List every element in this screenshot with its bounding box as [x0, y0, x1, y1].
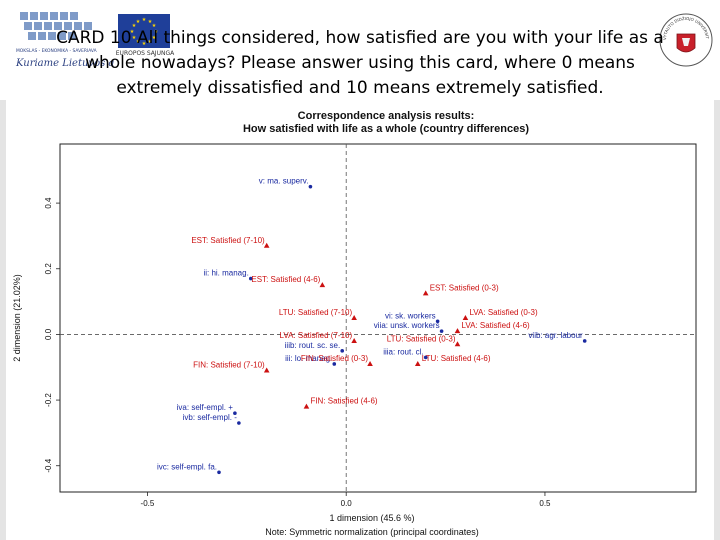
point-label: ii: hi. manag. [203, 269, 248, 278]
point-label: EST: Satisfied (0-3) [430, 283, 499, 292]
point-label: LVA: Satisfied (0-3) [469, 308, 538, 317]
y-tick-label: -0.2 [44, 393, 53, 407]
point-label: EST: Satisfied (7-10) [191, 236, 265, 245]
point-label: v: ma. superv. [259, 177, 309, 186]
svg-text:★: ★ [142, 17, 147, 23]
chart-subtitle: How satisfied with life as a whole (coun… [243, 123, 529, 135]
kuriame-lietuvos-ateiti-logo: MOKSLAS - EKONOMIKA - SAVERIAVA Kuriame … [15, 12, 114, 69]
y-tick-label: 0.0 [44, 328, 53, 340]
svg-text:★: ★ [148, 19, 153, 25]
eu-flag-icon: ★ ★ ★ ★ ★ ★ ★ ★ ★ ★ ★ ★ [118, 14, 170, 48]
point-label: iiia: rout. cl. [383, 347, 423, 356]
x-tick-label: -0.5 [141, 499, 155, 508]
dot-point [332, 362, 337, 366]
slide-header: MOKSLAS - EKONOMIKA - SAVERIAVA Kuriame … [0, 0, 720, 100]
point-label: vi: sk. workers [385, 311, 436, 320]
x-tick-label: 0.5 [539, 499, 551, 508]
logo-left-caption: MOKSLAS - EKONOMIKA - SAVERIAVA [16, 48, 97, 54]
triangle-point [454, 328, 461, 334]
y-axis-label: 2 dimension (21.02%) [12, 274, 22, 362]
triangle-point [351, 337, 357, 343]
triangle-point [263, 242, 270, 248]
svg-text:★: ★ [152, 35, 157, 41]
point-label: FIN: Satisfied (7-10) [193, 361, 265, 370]
point-label: LTU: Satisfied (4-6) [422, 354, 491, 363]
dot-point [217, 470, 221, 475]
triangle-point [422, 290, 429, 296]
y-tick-label: -0.4 [44, 458, 53, 472]
dot-point [423, 355, 428, 360]
svg-text:★: ★ [148, 39, 153, 45]
point-label: iva: self-empl. + [177, 403, 234, 412]
dot-point [249, 276, 253, 281]
triangle-point [462, 315, 469, 320]
dot-point [233, 411, 237, 416]
point-label: viia: unsk. workers [374, 321, 440, 330]
x-axis-label: 1 dimension (45.6 %) [329, 513, 414, 523]
dot-point [582, 339, 587, 343]
point-label: iii: lo. manag. [285, 354, 332, 363]
triangle-point [263, 367, 270, 373]
point-label: viib: agr. labour [528, 331, 583, 340]
y-tick-label: 0.4 [44, 197, 53, 209]
point-label: LTU: Satisfied (7-10) [279, 308, 353, 317]
university-seal-icon: VYTAUTO DIDŽIOJO UNIVERSITETAS [658, 10, 713, 67]
point-label: iiib: rout. sc. se. [285, 341, 341, 350]
dot-point [340, 349, 345, 353]
triangle-point [319, 282, 326, 288]
point-label: LTU: Satisfied (0-3) [387, 334, 456, 343]
triangle-point [414, 360, 421, 366]
svg-text:★: ★ [136, 39, 141, 45]
dot-point [237, 421, 241, 425]
axis-ticks: -0.5 0.0 0.5 -0.4 -0.2 0.0 0.2 0.4 [44, 197, 551, 508]
svg-text:★: ★ [130, 29, 135, 35]
svg-text:★: ★ [142, 41, 147, 47]
triangle-point [367, 360, 373, 366]
dot-point [435, 319, 440, 324]
point-label: LVA: Satisfied (7-10) [280, 331, 353, 340]
logo-left-script: Kuriame Lietuvos ateitį [15, 58, 114, 69]
point-label: ivb: self-empl. - [183, 413, 238, 422]
svg-text:★: ★ [132, 23, 137, 29]
chart-container: Correspondence analysis results: How sat… [6, 100, 714, 540]
reference-lines [60, 144, 696, 492]
svg-text:★: ★ [136, 19, 141, 25]
triangle-point [303, 403, 310, 409]
chart-title: Correspondence analysis results: [298, 110, 475, 122]
dot-point [308, 184, 313, 189]
eu-caption: EUROPOS SĄJUNGA [115, 50, 175, 57]
chart-note: Note: Symmetric normalization (principal… [265, 527, 479, 537]
triangle-point [351, 315, 357, 320]
point-label: EST: Satisfied (4-6) [251, 275, 320, 284]
point-label: FIN: Satisfied (0-3) [301, 354, 368, 363]
svg-text:★: ★ [132, 35, 137, 41]
plot-frame [59, 143, 697, 493]
point-label: ivc: self-empl. fa. [157, 462, 217, 471]
svg-text:★: ★ [152, 23, 157, 29]
x-tick-label: 0.0 [341, 499, 353, 508]
correspondence-analysis-chart: Correspondence analysis results: How sat… [12, 110, 697, 537]
slide-title: CARD 10 All things considered, how satis… [56, 28, 664, 98]
triangle-point [454, 341, 461, 347]
svg-text:★: ★ [154, 29, 159, 35]
y-tick-label: 0.2 [44, 263, 53, 275]
point-label: FIN: Satisfied (4-6) [310, 397, 377, 406]
data-points: v: ma. superv. ii: hi. manag. vi: sk. work… [157, 177, 587, 475]
dot-point [439, 329, 444, 333]
point-label: LVA: Satisfied (4-6) [462, 321, 531, 330]
